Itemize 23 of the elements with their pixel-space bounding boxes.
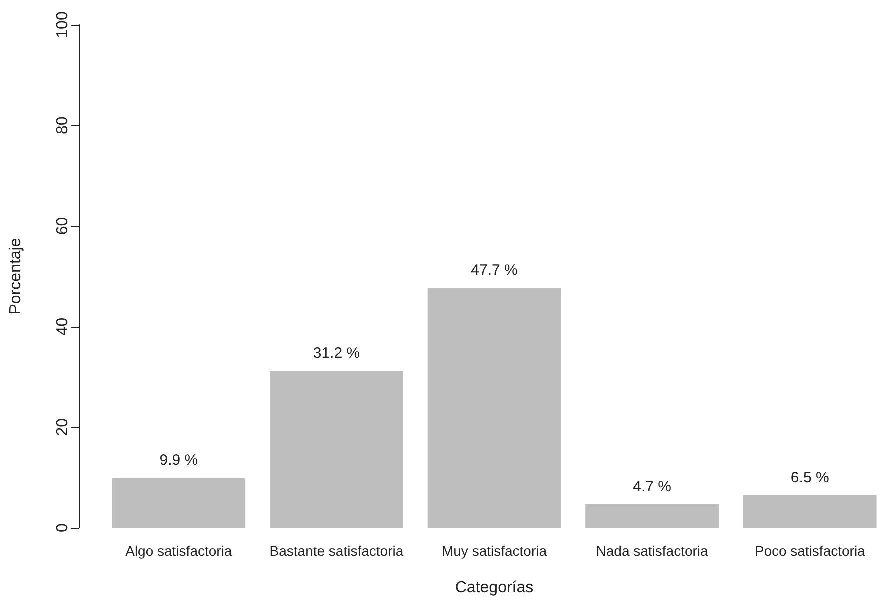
x-tick-label: Poco satisfactoria — [754, 543, 866, 559]
bar — [112, 478, 246, 528]
x-tick-label: Bastante satisfactoria — [270, 543, 404, 559]
data-label: 47.7 % — [471, 262, 518, 280]
bar — [586, 504, 719, 528]
x-axis-title: Categorías — [455, 580, 534, 596]
x-tick-label: Muy satisfactoria — [442, 543, 548, 559]
bar — [743, 495, 877, 528]
data-label: 9.9 % — [160, 452, 198, 470]
y-tick-label: 60 — [54, 217, 72, 236]
y-axis-title: Porcentaje — [8, 238, 24, 315]
data-label: 31.2 % — [313, 345, 360, 362]
bar — [270, 371, 404, 528]
y-tick-label: 20 — [54, 418, 72, 436]
y-tick-label: 40 — [54, 318, 72, 336]
y-tick-label: 80 — [54, 116, 72, 134]
y-tick-label: 0 — [54, 523, 72, 532]
data-label: 4.7 % — [633, 478, 672, 496]
x-tick-label: Nada satisfactoria — [596, 543, 709, 559]
y-tick-label: 100 — [54, 12, 72, 38]
bar — [428, 288, 562, 528]
data-label: 6.5 % — [790, 469, 830, 486]
x-tick-label: Algo satisfactoria — [126, 543, 232, 559]
